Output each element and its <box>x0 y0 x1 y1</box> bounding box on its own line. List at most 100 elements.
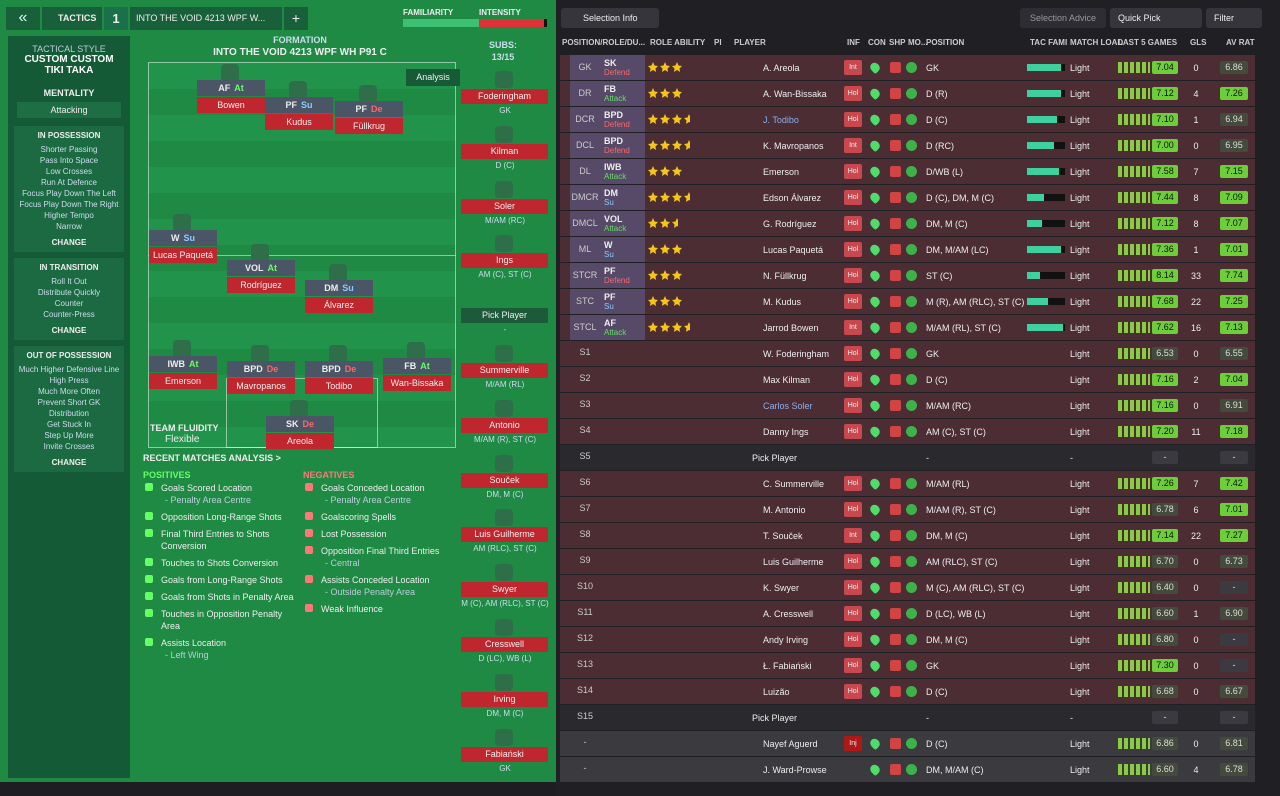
column-header[interactable]: AV RAT <box>1226 38 1255 47</box>
sub-chip[interactable]: Pick Player <box>461 308 548 324</box>
column-header[interactable]: GLS <box>1190 38 1207 47</box>
rating: 6.60 <box>1152 607 1178 620</box>
tactic-name[interactable]: INTO THE VOID 4213 WPF W... <box>130 7 282 30</box>
player-name[interactable]: K. Mavropanos <box>763 141 824 151</box>
column-header[interactable]: MATCH LOAD <box>1070 38 1124 47</box>
sub-chip[interactable]: Foderingham <box>461 89 548 104</box>
player-chip[interactable]: Todibo <box>305 378 373 394</box>
column-header[interactable]: SHP <box>889 38 906 47</box>
slot[interactable]: 1 <box>104 7 128 30</box>
player-name[interactable]: Danny Ings <box>763 427 809 437</box>
column-header[interactable]: INF <box>847 38 860 47</box>
intensity-bar <box>479 19 544 27</box>
player-name[interactable]: Andy Irving <box>763 635 809 645</box>
selection-advice[interactable]: Selection Advice <box>1020 8 1106 28</box>
sub-chip[interactable]: Irving <box>461 691 548 707</box>
match-load: Light <box>1070 401 1090 411</box>
column-header[interactable]: ROLE ABILITY <box>650 38 706 47</box>
column-header[interactable]: MO... <box>908 38 928 47</box>
player-chip[interactable]: Areola <box>266 433 334 449</box>
sub-chip[interactable]: Ings <box>461 253 548 269</box>
player-name[interactable]: Max Kilman <box>763 375 811 385</box>
positions: AM (C), ST (C) <box>926 427 986 437</box>
sharpness <box>890 192 901 203</box>
player-name[interactable]: Carlos Soler <box>763 401 813 411</box>
player-chip[interactable]: Wan-Bissaka <box>383 375 451 391</box>
player-name[interactable]: W. Foderingham <box>763 349 830 359</box>
sub-chip[interactable]: Antonio <box>461 417 548 433</box>
player-name[interactable]: J. Todibo <box>763 115 799 125</box>
player-name[interactable]: A. Cresswell <box>763 609 814 619</box>
sub-chip[interactable]: Luis Guilherme <box>461 527 548 543</box>
column-header[interactable]: PI <box>714 38 722 47</box>
player-name[interactable]: A. Areola <box>763 63 800 73</box>
player-name[interactable]: Emerson <box>763 167 800 177</box>
icon <box>145 609 153 617</box>
column-header[interactable]: LAST 5 GAMES <box>1118 38 1178 47</box>
stars <box>648 296 682 306</box>
player-chip[interactable]: Mavropanos <box>227 378 295 394</box>
mentality[interactable]: Attacking <box>17 102 121 118</box>
column-header[interactable]: POSITION <box>926 38 965 47</box>
player-chip[interactable]: Emerson <box>149 373 217 389</box>
column-header[interactable]: POSITION/ROLE/DU... <box>562 38 646 47</box>
column-header[interactable]: PLAYER <box>734 38 766 47</box>
sub-chip[interactable]: Cresswell <box>461 637 548 652</box>
player-name[interactable]: M. Antonio <box>763 505 806 515</box>
tactics-tab[interactable]: TACTICS <box>42 7 102 30</box>
player-chip[interactable]: Álvarez <box>305 297 373 313</box>
position-slot: GK <box>578 62 592 72</box>
player-name[interactable]: J. Ward-Prowse <box>763 765 827 775</box>
player-name[interactable]: M. Kudus <box>763 297 802 307</box>
sub-chip[interactable]: Kilman <box>461 143 548 159</box>
sub-chip[interactable]: Summerville <box>461 363 548 378</box>
sub-chip[interactable]: Soler <box>461 198 548 214</box>
change-button[interactable]: CHANGE <box>51 326 87 335</box>
player-name[interactable]: T. Souček <box>763 531 803 541</box>
back-button[interactable]: « <box>6 7 40 30</box>
player-name[interactable]: N. Füllkrug <box>763 271 807 281</box>
quick-pick[interactable]: Quick Pick <box>1110 8 1202 28</box>
player-name[interactable]: C. Summerville <box>763 479 825 489</box>
player-name[interactable]: Nayef Aguerd <box>763 739 818 749</box>
player-name[interactable]: K. Swyer <box>763 583 800 593</box>
column-header[interactable]: CON <box>868 38 886 47</box>
morale <box>906 400 917 411</box>
player-name[interactable]: Luizão <box>763 687 790 697</box>
player-name[interactable]: Luis Guilherme <box>763 557 824 567</box>
player-chip[interactable]: Kudus <box>265 114 333 130</box>
item-sub: - Penalty Area Centre <box>165 495 252 505</box>
filter[interactable]: Filter <box>1206 8 1262 28</box>
player-chip[interactable]: Rodríguez <box>227 277 295 293</box>
match-load: Light <box>1070 141 1090 151</box>
formation-name[interactable]: INTO THE VOID 4213 WPF WH P91 C <box>213 47 387 58</box>
add-tactic[interactable]: + <box>284 7 308 30</box>
instruction: Run At Defence <box>40 178 98 187</box>
column-header[interactable]: TAC FAMI <box>1030 38 1068 47</box>
player-chip[interactable]: Bowen <box>197 97 265 113</box>
player-name[interactable]: Edson Álvarez <box>763 193 822 203</box>
player-name[interactable]: Pick Player <box>752 713 798 723</box>
player-chip[interactable]: Füllkrug <box>335 118 403 134</box>
player-name[interactable]: Lucas Paquetá <box>763 245 824 255</box>
player-name[interactable]: G. Rodríguez <box>763 219 817 229</box>
sub-chip[interactable]: Fabiański <box>461 746 548 762</box>
player-name[interactable]: Jarrod Bowen <box>763 323 819 333</box>
analysis-title[interactable]: RECENT MATCHES ANALYSIS > <box>143 453 281 463</box>
player-name[interactable]: A. Wan-Bissaka <box>763 89 827 99</box>
player-name[interactable]: Ł. Fabiański <box>763 661 812 671</box>
form-bars <box>1118 348 1150 359</box>
role: BPD <box>321 364 341 374</box>
average-rating: 6.90 <box>1220 607 1248 620</box>
sub-chip[interactable]: Souček <box>461 472 548 488</box>
section: IN TRANSITION Roll It Out Distribute Quick… <box>14 258 124 340</box>
change-button[interactable]: CHANGE <box>51 458 87 467</box>
player-name[interactable]: Pick Player <box>752 453 798 463</box>
rating: 6.53 <box>1152 347 1178 360</box>
player-chip[interactable]: Lucas Paquetá <box>149 247 217 263</box>
change-button[interactable]: CHANGE <box>51 238 87 247</box>
analysis-button[interactable]: Analysis <box>406 69 460 86</box>
sub-chip[interactable]: Swyer <box>461 582 548 598</box>
selection-info[interactable]: Selection Info <box>561 8 659 28</box>
role-box: AF At <box>197 80 265 96</box>
